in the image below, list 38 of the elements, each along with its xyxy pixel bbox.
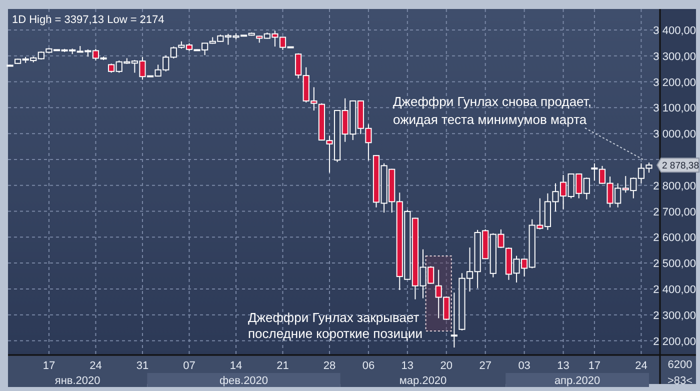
x-tick-label: 17 xyxy=(42,360,56,372)
y-tick-label: 2 500,00 xyxy=(653,258,696,270)
x-tick-label: 31 xyxy=(136,360,149,372)
x-tick-label: 13 xyxy=(557,360,570,372)
y-tick-label: 2 700,00 xyxy=(653,206,696,218)
text: 6200 xyxy=(668,359,692,371)
x-tick-label: 27 xyxy=(479,360,492,372)
y-tick-label: 2 200,00 xyxy=(653,336,696,348)
annotation: Джеффри Гунлах закрывает последние короткие позиции xyxy=(248,310,422,341)
text: янв.2020 xyxy=(54,375,100,387)
y-tick-label: 3 300,00 xyxy=(653,50,696,63)
y-tick-label: 3 000,00 xyxy=(653,128,696,141)
x-tick-label: 21 xyxy=(276,360,289,372)
y-tick-label: 3 200,00 xyxy=(653,76,696,89)
text: >83< xyxy=(667,375,693,387)
y-tick-label: 2 400,00 xyxy=(653,284,696,296)
x-tick-label: 28 xyxy=(323,360,336,372)
x-tick-label: 24 xyxy=(90,360,102,372)
x-tick-label: 03 xyxy=(518,360,530,372)
y-tick-label: 2 600,00 xyxy=(653,232,696,244)
x-tick-label: 14 xyxy=(230,360,242,372)
text: мар.2020 xyxy=(399,375,447,387)
y-tick-label: 2 300,00 xyxy=(653,310,696,322)
x-tick-label: 07 xyxy=(183,360,196,372)
x-tick-label: 24 xyxy=(635,360,648,372)
text: 2 878,38 xyxy=(662,160,699,172)
text: апр.2020 xyxy=(554,375,600,387)
candlestick xyxy=(450,292,458,348)
x-tick-label: 06 xyxy=(362,360,375,372)
chart-title: 1D High = 3397,13 Low = 2174 xyxy=(12,14,164,26)
y-tick-label: 3 400,00 xyxy=(653,24,696,37)
y-tick-label: 2 800,00 xyxy=(653,180,696,192)
x-tick-label: 13 xyxy=(401,360,414,372)
text: фев.2020 xyxy=(220,375,268,387)
x-tick-label: 17 xyxy=(588,360,601,372)
y-tick-label: 3 100,00 xyxy=(653,102,696,115)
annotation: Джеффри Гунлах снова продает, ожидая теста минимумов марта xyxy=(393,94,592,127)
x-tick-label: 20 xyxy=(440,360,453,372)
